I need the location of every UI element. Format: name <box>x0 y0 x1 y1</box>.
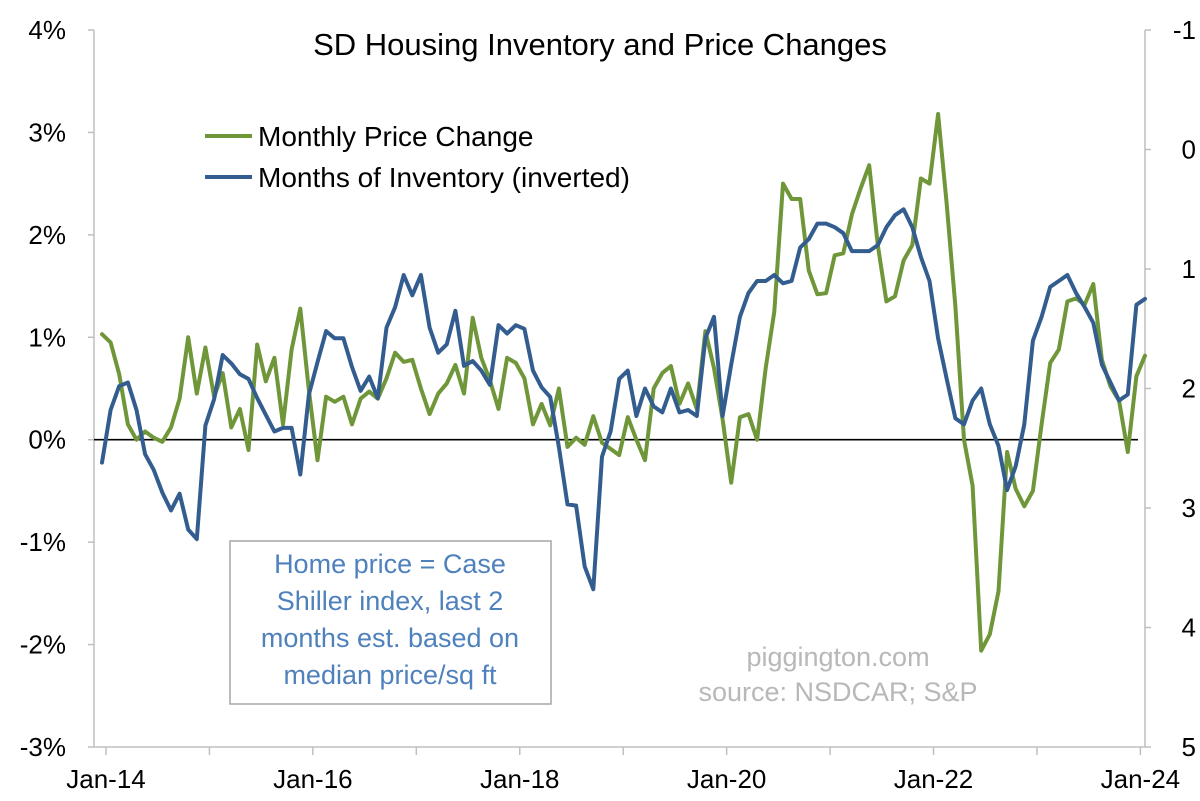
legend-label-inventory: Months of Inventory (inverted) <box>258 162 630 193</box>
x-tick-label: Jan-24 <box>1101 764 1181 794</box>
watermark-site: piggington.com <box>746 642 929 672</box>
watermark-source: source: NSDCAR; S&P <box>698 677 977 707</box>
x-tick-label: Jan-18 <box>480 764 560 794</box>
note-line-3: months est. based on <box>261 623 519 653</box>
right-tick-label: 2 <box>1182 374 1196 404</box>
note-line-4: median price/sq ft <box>283 660 497 690</box>
note-line-1: Home price = Case <box>274 549 506 579</box>
chart-title: SD Housing Inventory and Price Changes <box>313 27 887 62</box>
right-tick-label: 3 <box>1182 493 1196 523</box>
right-tick-label: -1 <box>1173 15 1196 45</box>
left-tick-label: 2% <box>28 220 66 250</box>
series-layer <box>100 112 1147 653</box>
x-axis-ticks: Jan-14 Jan-16 Jan-18 Jan-20 Jan-22 Jan-24 <box>66 747 1180 794</box>
right-axis-ticks: -1 0 1 2 3 4 5 <box>1145 15 1196 762</box>
left-tick-label: -2% <box>20 630 66 660</box>
right-tick-label: 1 <box>1182 254 1196 284</box>
x-tick-label: Jan-16 <box>273 764 353 794</box>
series-line-inventory <box>100 207 1147 592</box>
left-axis-ticks: -3% -2% -1% 0% 1% 2% 3% 4% <box>20 15 94 762</box>
right-tick-label: 4 <box>1182 613 1196 643</box>
note-box-frame <box>229 540 552 705</box>
right-tick-label: 5 <box>1182 732 1196 762</box>
legend: Monthly Price Change Months of Inventory… <box>205 121 630 193</box>
watermark: piggington.com source: NSDCAR; S&P <box>698 642 977 707</box>
left-tick-label: 0% <box>28 425 66 455</box>
left-tick-label: 3% <box>28 117 66 147</box>
note-box: Home price = Case Shiller index, last 2 … <box>229 540 552 705</box>
left-tick-label: -3% <box>20 732 66 762</box>
left-tick-label: 1% <box>28 322 66 352</box>
note-line-2: Shiller index, last 2 <box>277 586 504 616</box>
left-tick-label: 4% <box>28 15 66 45</box>
right-tick-label: 0 <box>1182 135 1196 165</box>
legend-label-price: Monthly Price Change <box>258 121 533 152</box>
x-tick-label: Jan-14 <box>66 764 146 794</box>
x-tick-label: Jan-22 <box>894 764 974 794</box>
left-tick-label: -1% <box>20 527 66 557</box>
x-tick-label: Jan-20 <box>687 764 767 794</box>
series-line-price <box>100 112 1147 653</box>
